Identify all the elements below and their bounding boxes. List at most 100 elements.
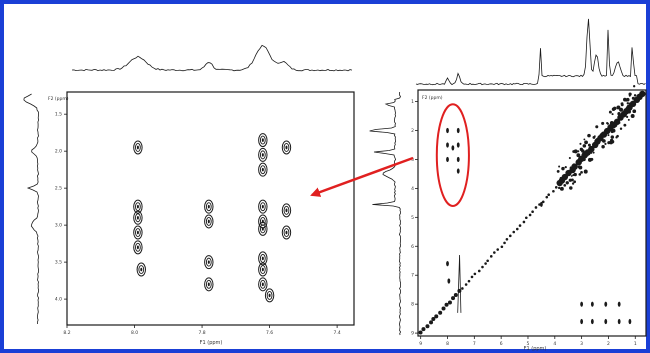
cross-peak-dot — [592, 151, 595, 154]
contour-peak — [281, 203, 292, 218]
diagonal-peak — [505, 237, 509, 241]
cross-peak — [446, 261, 449, 267]
diagonal-peak — [545, 195, 549, 199]
f1-tick-label: 5 — [527, 341, 530, 347]
cross-peak-dot — [599, 133, 603, 136]
cross-peak-dot — [614, 119, 617, 123]
contour-peak — [281, 225, 292, 240]
cross-peak-dot — [559, 176, 563, 180]
right-top-1d-projection — [415, 18, 646, 86]
diagonal-peak — [518, 224, 522, 227]
full-f1-axis-label: F1 (ppm) — [524, 346, 547, 352]
cross-peak — [604, 301, 608, 307]
cross-peak-dot — [579, 142, 582, 145]
contour-peak — [133, 140, 143, 155]
diagonal-peak — [541, 200, 545, 204]
diagonal-peak — [552, 189, 555, 193]
cross-peak-dot — [611, 113, 614, 116]
cross-peak-dot — [608, 127, 612, 131]
diagonal-peak — [524, 216, 528, 220]
f2-tick-label: 2.5 — [55, 186, 62, 192]
left-side-1d-projection — [23, 93, 40, 325]
f1-tick-label: 4 — [553, 341, 556, 347]
contour-peak — [258, 147, 268, 162]
contour-peak — [258, 199, 268, 214]
cross-peak — [580, 301, 584, 307]
zoomed-peak-group — [133, 133, 292, 303]
diagonal-peak — [515, 227, 519, 231]
cross-peak-dot — [577, 150, 580, 153]
diagonal-peak — [467, 279, 471, 283]
diagonal-peak — [447, 300, 452, 305]
cross-peak-dot — [623, 123, 627, 127]
cross-peak — [617, 318, 621, 325]
cross-peak-dot — [633, 85, 636, 88]
cross-peak-dot — [595, 125, 599, 129]
contour-peak — [133, 210, 143, 225]
contour-peak — [264, 288, 275, 303]
left-top-1d-projection — [71, 44, 353, 72]
cross-peak-dot — [624, 98, 628, 102]
diagonal-peak — [547, 193, 550, 197]
cross-peak — [456, 156, 460, 163]
cross-peak — [456, 142, 460, 148]
contour-peak — [204, 277, 214, 292]
diagonal-peak — [489, 255, 493, 258]
cross-peak-dot — [595, 138, 599, 141]
diagonal-peak — [554, 186, 558, 189]
diagonal-peak — [481, 265, 484, 269]
full-peak-group — [446, 127, 632, 325]
cross-peak-dot — [630, 113, 635, 118]
zoomed-spectrum-panel: 8.2 8.0 7.8 7.6 7.4 1.5 2.0 2.5 3.0 3.5 4.0 F1 (p… — [23, 44, 355, 346]
cross-peak-dot — [612, 123, 616, 126]
cross-peak-dot — [573, 180, 577, 184]
zoomed-f1-ticks: 8.2 8.0 7.8 7.6 7.4 — [63, 325, 341, 336]
full-f1-ticks: 9 8 7 6 5 4 3 2 1 — [419, 336, 637, 347]
contour-peak — [133, 225, 143, 240]
cross-peak-dot — [602, 139, 606, 143]
zoomed-f2-ticks: 1.5 2.0 2.5 3.0 3.5 4.0 — [55, 112, 67, 303]
full-f2-ticks: 1 2 3 4 5 6 7 8 9 — [411, 99, 418, 337]
diagonal-peak — [431, 316, 436, 321]
diagonal-peak — [421, 327, 426, 332]
contour-peak — [204, 199, 214, 214]
f2-tick-label: 2 — [411, 128, 414, 134]
cross-peak-dot — [571, 182, 575, 185]
diagonal-peak — [477, 269, 481, 273]
contour-peak — [136, 262, 146, 277]
diagonal-peak — [464, 283, 468, 286]
cross-peak-dot — [609, 123, 613, 128]
cross-peak-dot — [626, 102, 630, 105]
contour-peak — [258, 262, 268, 277]
zoomed-f2-axis-label: F2 (ppm) — [48, 96, 69, 102]
cross-peak — [539, 201, 543, 207]
cross-peak-dot — [627, 118, 630, 121]
diagonal-peak — [512, 230, 516, 234]
f2-tick-label: 8 — [411, 302, 414, 308]
cross-peak-dot — [607, 141, 611, 145]
cross-peak-dot — [632, 109, 637, 114]
f1-tick-label: 7.4 — [334, 330, 341, 336]
cross-peak-dot — [626, 115, 629, 118]
cross-peak — [628, 318, 632, 325]
diagonal-peak — [500, 245, 504, 249]
cross-peak-dot — [583, 138, 586, 141]
cross-peak-dot — [571, 169, 575, 173]
diagonal-peak — [451, 296, 456, 301]
cross-peak-dot — [571, 164, 575, 168]
cross-peak — [617, 301, 621, 307]
cross-peak — [590, 301, 594, 307]
cross-peak-dot — [590, 146, 594, 151]
contour-peak — [204, 214, 214, 229]
cross-peak-dot — [619, 127, 623, 130]
diagonal-peak — [441, 306, 446, 311]
contour-peak — [133, 199, 143, 214]
f1-tick-label: 8.0 — [131, 330, 138, 336]
cross-peak — [456, 168, 460, 174]
cross-peak-dot — [628, 92, 632, 96]
diagonal-peak — [418, 330, 423, 335]
f1-tick-label: 7 — [473, 341, 476, 347]
full-f2-axis-label: F2 (ppm) — [422, 95, 443, 101]
cross-peak-dot — [569, 186, 573, 190]
